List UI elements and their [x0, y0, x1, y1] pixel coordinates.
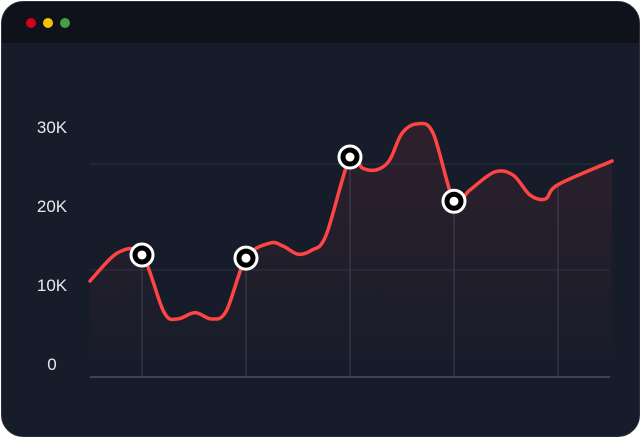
minimize-button[interactable] — [43, 18, 53, 28]
maximize-button[interactable] — [60, 18, 70, 28]
data-point-marker[interactable] — [337, 144, 363, 170]
y-tick-label: 20K — [37, 197, 68, 216]
y-tick-label: 30K — [37, 118, 68, 137]
y-tick-label: 10K — [37, 276, 68, 295]
markers — [129, 144, 467, 271]
close-button[interactable] — [26, 18, 36, 28]
y-axis: 0 10K 20K 30K — [37, 118, 68, 374]
title-bar — [2, 2, 639, 43]
data-point-marker[interactable] — [129, 242, 155, 268]
data-point-marker[interactable] — [441, 188, 467, 214]
data-point-marker[interactable] — [233, 245, 259, 271]
y-tick-label: 0 — [47, 355, 56, 374]
area-fill — [90, 123, 613, 377]
